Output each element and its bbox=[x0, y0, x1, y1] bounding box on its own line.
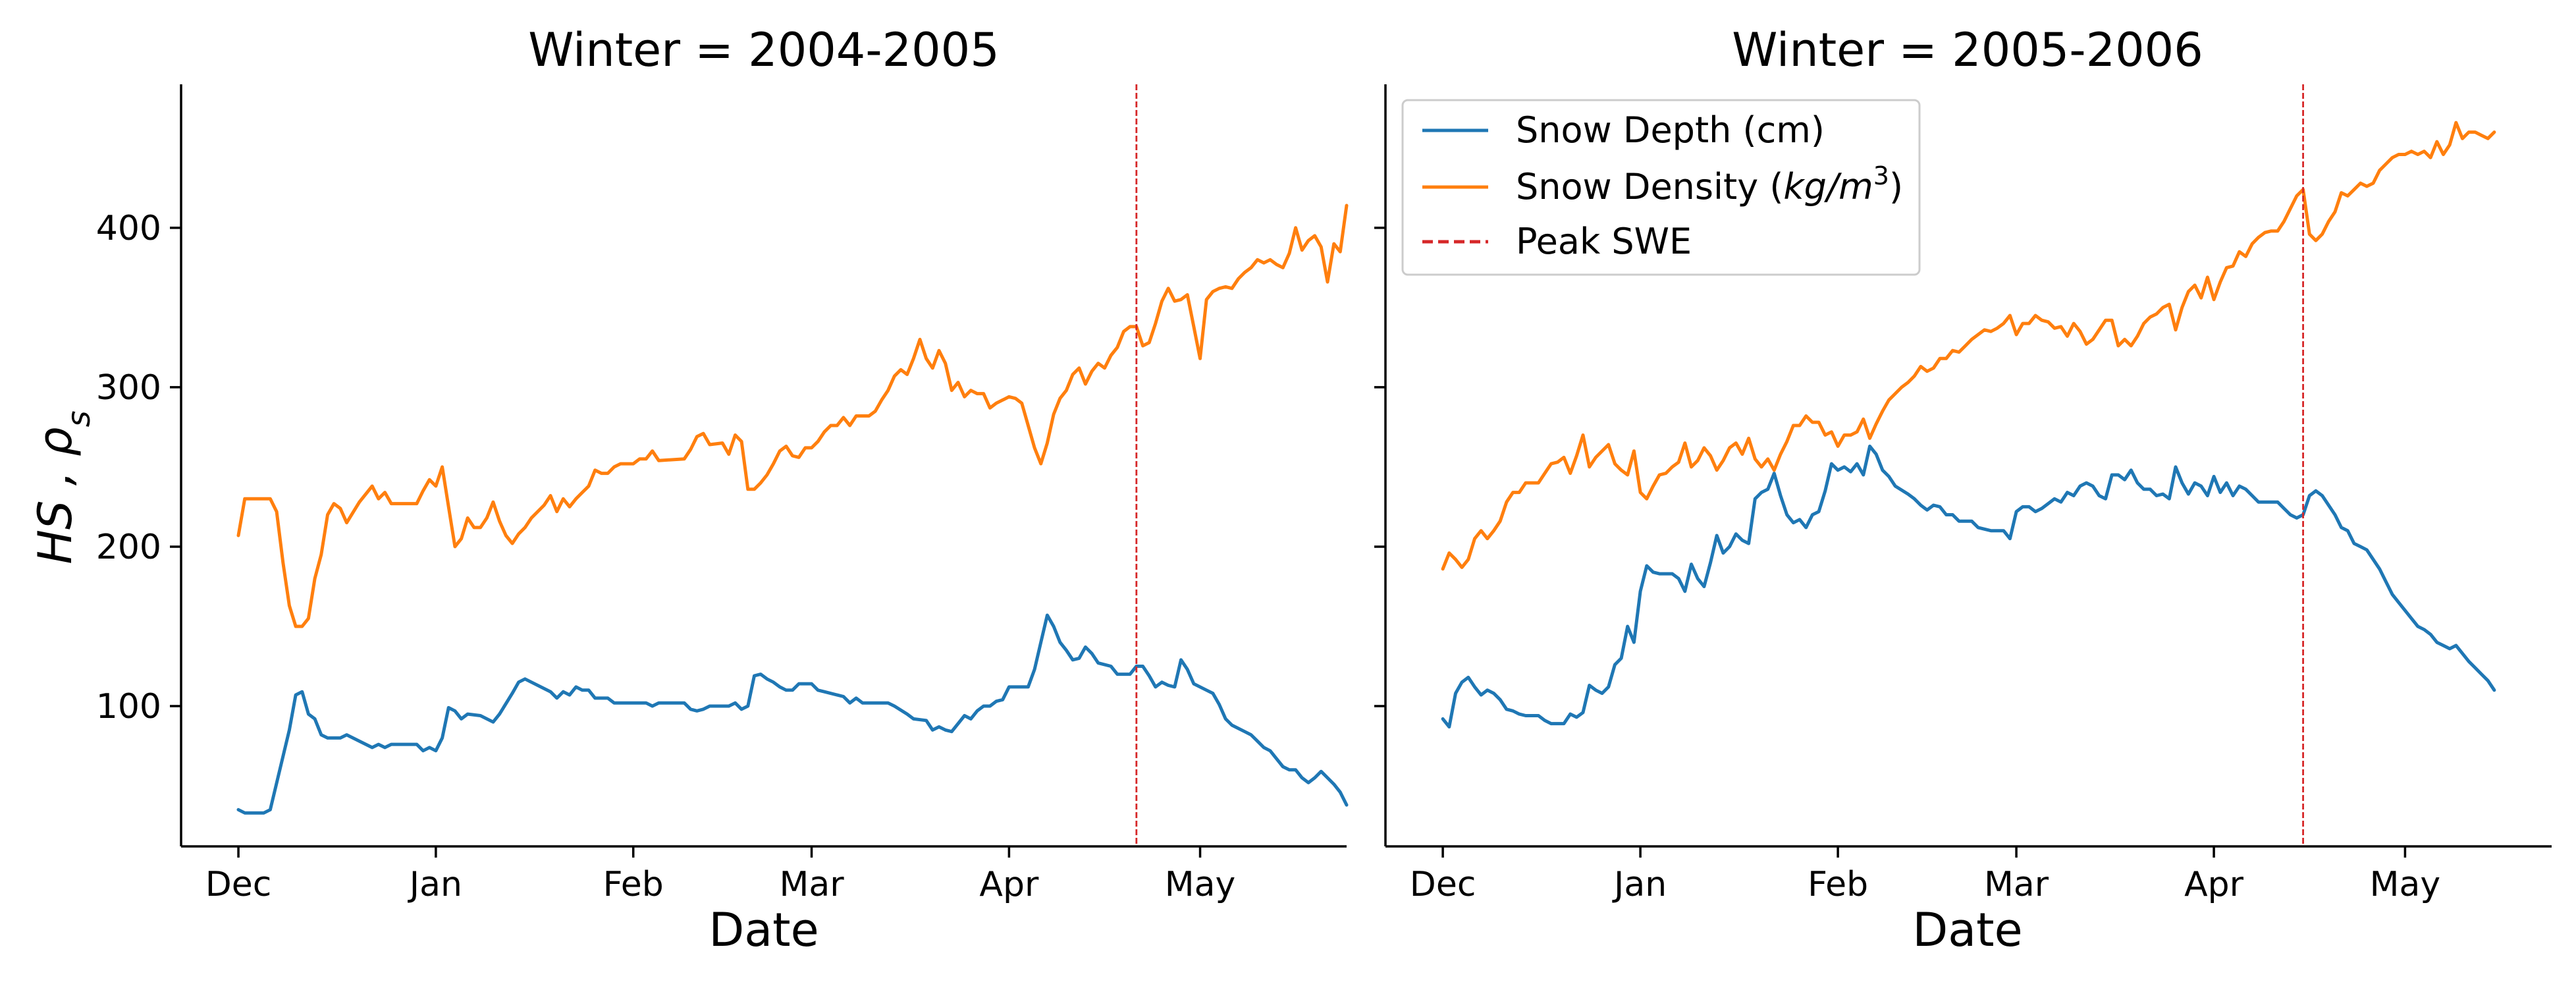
y-axis-label-main: HS , bbox=[28, 456, 82, 564]
legend: Snow Depth (cm) Snow Density (kg/m3) Pea… bbox=[1401, 99, 1921, 276]
series-lines bbox=[1441, 121, 2496, 728]
y-tick-label: 400 bbox=[96, 209, 161, 248]
x-tick-label: Jan bbox=[1612, 865, 1667, 904]
x-tick-label: Mar bbox=[779, 865, 844, 904]
y-tick-label: 300 bbox=[96, 368, 161, 408]
snow-depth-line bbox=[1441, 445, 2496, 728]
legend-density-prefix: Snow Density ( bbox=[1516, 166, 1783, 207]
legend-label-snow-depth: Snow Depth (cm) bbox=[1516, 109, 1825, 151]
axis-spines bbox=[180, 84, 1347, 848]
axis-ticks: Dec Jan Feb Mar Apr May bbox=[1374, 227, 2441, 904]
y-axis-label: HS , ρs bbox=[28, 410, 97, 564]
x-tick-label: Feb bbox=[603, 865, 664, 904]
legend-density-suffix: ) bbox=[1889, 166, 1903, 207]
x-tick-label: Dec bbox=[1410, 865, 1476, 904]
x-tick-label: Jan bbox=[408, 865, 462, 904]
panel-title: Winter = 2005-2006 bbox=[1732, 23, 2203, 77]
x-tick-label: Apr bbox=[2184, 865, 2244, 904]
y-axis-label-rho: ρ bbox=[28, 427, 82, 456]
panel-winter-2005-2006: Winter = 2005-2006 Date Dec Jan Feb Mar Apr M… bbox=[1374, 23, 2552, 957]
axis-spines bbox=[1384, 84, 2552, 848]
x-tick-label: Feb bbox=[1808, 865, 1868, 904]
x-tick-label: Mar bbox=[1984, 865, 2049, 904]
legend-label-snow-density: Snow Density (kg/m3) bbox=[1516, 161, 1903, 207]
snow-depth-line bbox=[236, 613, 1349, 815]
legend-label-peak-swe: Peak SWE bbox=[1516, 221, 1692, 262]
panel-winter-2004-2005: Winter = 2004-2005 Date Dec Jan Feb Mar Apr M… bbox=[96, 23, 1349, 957]
y-tick-label: 100 bbox=[96, 687, 161, 727]
panel-title: Winter = 2004-2005 bbox=[528, 23, 999, 77]
legend-frame bbox=[1401, 99, 1921, 276]
snow-density-line bbox=[236, 204, 1349, 628]
x-axis-label: Date bbox=[1912, 903, 2022, 957]
y-axis-label-subscript: s bbox=[61, 410, 97, 427]
x-tick-label: Apr bbox=[979, 865, 1039, 904]
axis-ticks: Dec Jan Feb Mar Apr May 100 200 300 400 bbox=[96, 209, 1236, 904]
x-tick-label: Dec bbox=[205, 865, 272, 904]
y-tick-label: 200 bbox=[96, 528, 161, 567]
x-tick-label: May bbox=[1165, 865, 1236, 904]
legend-density-unit-sup: 3 bbox=[1873, 161, 1889, 190]
x-axis-label: Date bbox=[709, 903, 818, 957]
snow-density-line bbox=[1441, 121, 2496, 571]
series-lines bbox=[236, 204, 1349, 815]
x-tick-label: May bbox=[2370, 865, 2441, 904]
legend-density-unit: kg/m bbox=[1783, 166, 1873, 207]
